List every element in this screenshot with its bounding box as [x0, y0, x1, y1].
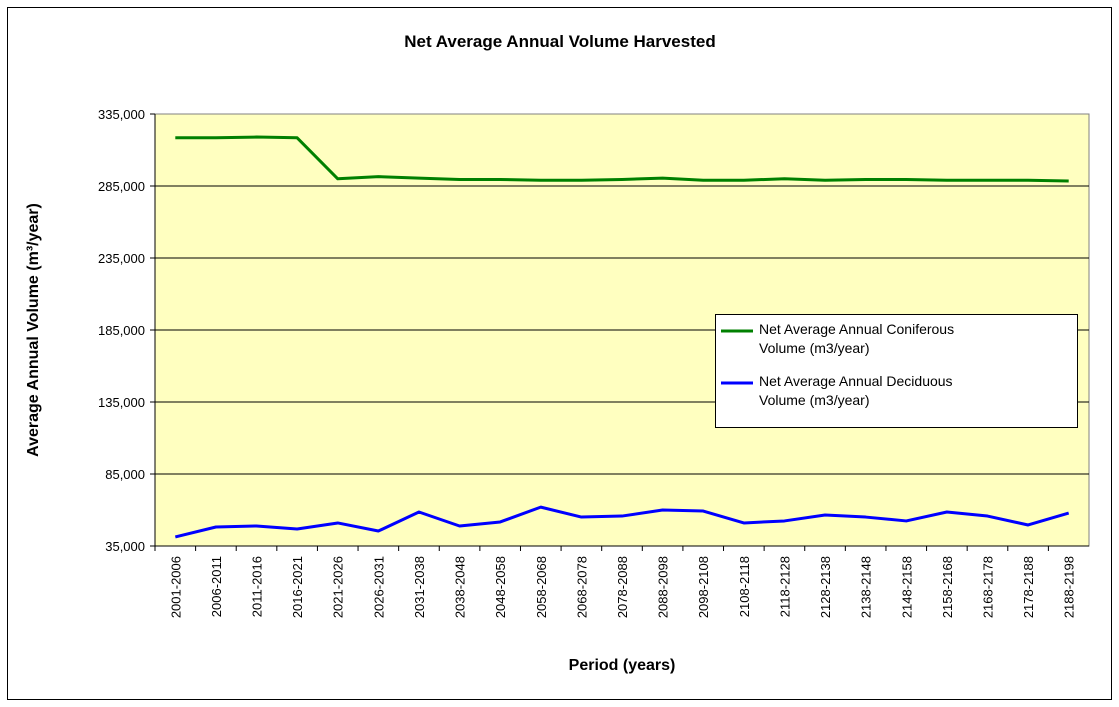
x-tick-label: 2168-2178 — [980, 556, 995, 618]
x-tick-label: 2148-2158 — [899, 556, 914, 618]
y-tick-label: 135,000 — [98, 395, 145, 410]
x-tick-label: 2118-2128 — [777, 556, 792, 617]
x-tick-label: 2006-2011 — [209, 556, 224, 617]
x-tick-label: 2026-2031 — [371, 556, 386, 618]
x-tick-label: 2158-2168 — [940, 556, 955, 618]
x-tick-label: 2078-2088 — [615, 556, 630, 618]
x-tick-label: 2021-2026 — [331, 556, 346, 618]
x-tick-label: 2068-2078 — [574, 556, 589, 618]
legend-entry: Net Average Annual Deciduous Volume (m3/… — [759, 373, 953, 408]
y-tick-label: 285,000 — [98, 179, 145, 194]
y-tick-label: 185,000 — [98, 323, 145, 338]
x-tick-label: 2016-2021 — [290, 556, 305, 618]
y-tick-label: 335,000 — [98, 107, 145, 122]
x-tick-label: 2088-2098 — [656, 556, 671, 618]
y-tick-label: 35,000 — [105, 539, 145, 554]
x-tick-label: 2048-2058 — [493, 556, 508, 618]
chart-title: Net Average Annual Volume Harvested — [404, 32, 715, 51]
x-tick-label: 2188-2198 — [1062, 556, 1077, 618]
x-tick-label: 2011-2016 — [250, 556, 265, 617]
y-axis-title: Average Annual Volume (m³/year) — [25, 203, 42, 457]
x-tick-label: 2038-2048 — [453, 556, 468, 618]
y-tick-label: 235,000 — [98, 251, 145, 266]
series-line — [175, 135, 1069, 183]
x-tick-label: 2031-2038 — [412, 556, 427, 618]
x-tick-label: 2178-2188 — [1021, 556, 1036, 618]
x-tick-label: 2001-2006 — [168, 556, 183, 618]
x-tick-label: 2108-2118 — [737, 556, 752, 617]
x-axis-title: Period (years) — [569, 657, 676, 674]
x-tick-label: 2138-2148 — [859, 556, 874, 618]
legend-entry: Net Average Annual Coniferous Volume (m3… — [759, 321, 955, 356]
legend-box — [715, 314, 1078, 428]
legend-label: Net Average Annual Coniferous Volume (m3… — [759, 321, 955, 356]
x-tick-label: 2098-2108 — [696, 556, 711, 618]
x-tick-label: 2058-2068 — [534, 556, 549, 618]
legend-label: Net Average Annual Deciduous Volume (m3/… — [759, 373, 953, 408]
x-tick-label: 2128-2138 — [818, 556, 833, 618]
series-line — [174, 505, 1070, 539]
y-tick-label: 85,000 — [105, 467, 145, 482]
